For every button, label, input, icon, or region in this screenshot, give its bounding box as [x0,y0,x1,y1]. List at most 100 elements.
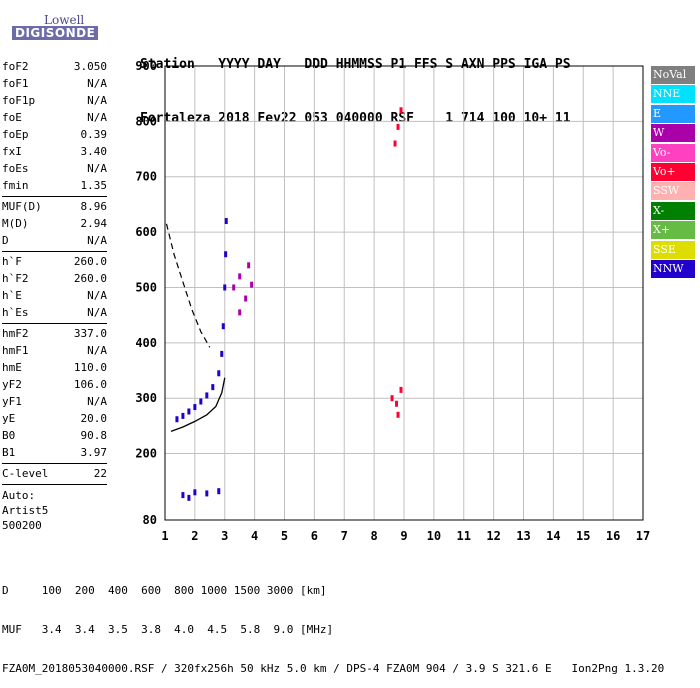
param-value: N/A [87,306,107,319]
echo-point [250,281,254,288]
echo-point [199,398,203,405]
x-tick-label: 16 [606,529,620,543]
param-name: hmE [2,361,22,374]
header-value: 2018 [218,111,258,126]
electron-density-profile-curve [170,377,226,433]
x-tick-label: 4 [251,529,258,543]
echo-point [393,140,397,147]
param-value: 0.39 [80,128,108,141]
param-name: foEs [2,162,29,175]
legend-item: NNE [651,85,695,104]
param-value: 3.050 [73,60,107,73]
param-value: 2.94 [80,217,108,230]
param-separator [2,463,107,464]
x-tick-label: 2 [191,529,198,543]
param-row: foE N/A [2,109,107,126]
header-label: DAY [257,57,305,72]
x-tick-label: 13 [516,529,530,543]
param-row: yE 20.0 [2,410,107,427]
x-tick-label: 10 [427,529,441,543]
header-values: Fortaleza 2018 Fev22 053 040000 RSF 1 71… [140,110,578,128]
autoscaling-line: Auto: [2,489,36,502]
y-tick-label: 700 [135,170,157,184]
param-row: h`F 260.0 [2,253,107,270]
header-label: Station [140,57,219,72]
echo-point [181,492,185,499]
x-tick-label: 12 [486,529,500,543]
param-value: N/A [87,111,107,124]
legend-item: W [651,124,695,143]
echo-point [220,350,224,357]
echo-point [217,488,221,495]
param-separator [2,196,107,197]
param-value: N/A [87,234,107,247]
y-tick-label: 300 [135,391,157,405]
echo-point [181,412,185,419]
echo-point [244,295,248,302]
param-value: 22 [93,467,107,480]
param-row: hmF1 N/A [2,342,107,359]
param-name: foE [2,111,22,124]
header-label: HHMMSS [335,57,391,72]
header-value: Fortaleza [140,111,219,126]
param-name: MUF(D) [2,200,42,213]
param-value: 3.97 [80,446,108,459]
param-row: yF2 106.0 [2,376,107,393]
param-value: 260.0 [73,272,107,285]
param-value: 20.0 [80,412,108,425]
footer: D 100 200 400 600 800 1000 1500 3000 [km… [2,558,664,688]
param-name: yF1 [2,395,22,408]
param-row: yF1 N/A [2,393,107,410]
echo-point [396,411,400,418]
header-label: DDD [304,57,336,72]
param-name: foF2 [2,60,29,73]
param-separator [2,251,107,252]
param-row: fmin 1.35 [2,177,107,194]
legend-item: NoVal [651,66,695,84]
echo-point [224,218,228,225]
param-name: D [2,234,9,247]
echo-point [211,384,215,391]
header-label: IGA [523,57,555,72]
param-value: N/A [87,344,107,357]
autoscaling-line: Artist5 [2,504,49,517]
echo-point [396,123,400,130]
param-value: 8.96 [80,200,108,213]
param-row: M(D) 2.94 [2,215,107,232]
x-tick-label: 14 [546,529,560,543]
legend-item: Vo- [651,143,695,162]
param-row: fxI 3.40 [2,143,107,160]
param-row: B1 3.97 [2,444,107,461]
param-row: foF1p N/A [2,92,107,109]
param-value: N/A [87,77,107,90]
header-labels: Station YYYY DAY DDD HHMMSS P1 FFS S AXN… [140,56,578,74]
x-tick-label: 1 [161,529,168,543]
param-value: N/A [87,289,107,302]
x-tick-label: 3 [221,529,228,543]
param-name: yF2 [2,378,22,391]
echo-point [187,494,191,501]
legend-item: E [651,104,695,123]
param-value: 1.35 [80,179,108,192]
echo-point [193,404,197,411]
echo-point [221,323,225,330]
header-value: 714 [460,111,493,126]
param-name: foF1p [2,94,36,107]
header-label: AXN [460,57,493,72]
param-value: 90.8 [80,429,108,442]
x-tick-label: 5 [281,529,288,543]
header-value: 1 [445,111,461,126]
footer-distance-line: D 100 200 400 600 800 1000 1500 3000 [km… [2,584,327,597]
legend-item: SSW [651,182,695,201]
x-tick-label: 11 [457,529,471,543]
param-value: 337.0 [73,327,107,340]
header-value: 10+ [523,111,555,126]
param-row: h`F2 260.0 [2,270,107,287]
param-name: hmF1 [2,344,29,357]
echo-point [390,395,394,402]
echo-point [399,386,403,393]
header-value: 100 [492,111,524,126]
echo-point [205,490,209,497]
footer-file-line: FZA0M_2018053040000.RSF / 320fx256h 50 k… [2,662,665,675]
x-tick-label: 7 [341,529,348,543]
